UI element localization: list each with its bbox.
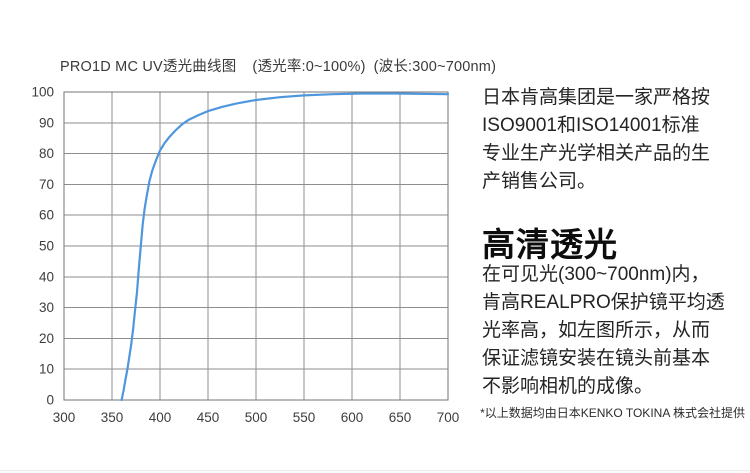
- company-intro-paragraph: 日本肯高集团是一家严格按 ISO9001和ISO14001标准 专业生产光学相关…: [482, 87, 711, 192]
- svg-text:100: 100: [31, 85, 54, 100]
- chart-title-transmittance-range: (透光率:0~100%): [252, 59, 366, 75]
- bottom-section-divider: [0, 470, 750, 473]
- svg-text:650: 650: [389, 410, 412, 425]
- svg-text:300: 300: [53, 410, 76, 425]
- svg-text:50: 50: [39, 239, 54, 254]
- svg-text:0: 0: [46, 393, 54, 408]
- svg-text:600: 600: [341, 410, 364, 425]
- svg-text:700: 700: [437, 410, 460, 425]
- svg-text:500: 500: [245, 410, 268, 425]
- transmittance-description-paragraph: 在可见光(300~700nm)内， 肯高REALPRO保护镜平均透 光率高，如左…: [482, 264, 725, 397]
- transmittance-line-chart: 0 10 20 30 40 50 60 70 80 90 100 300 350 400 450 500 550…: [31, 85, 460, 426]
- svg-text:10: 10: [39, 362, 54, 377]
- svg-text:40: 40: [39, 269, 54, 284]
- chart-title-main: PRO1D MC UV透光曲线图: [60, 59, 237, 75]
- chart-title-wavelength-range: (波长:300~700nm): [373, 59, 497, 75]
- svg-text:550: 550: [293, 410, 316, 425]
- svg-text:80: 80: [39, 146, 54, 161]
- svg-text:350: 350: [101, 410, 124, 425]
- svg-text:30: 30: [39, 300, 54, 315]
- chart-title: PRO1D MC UV透光曲线图 (透光率:0~100%) (波长:300~700n…: [60, 55, 496, 76]
- svg-text:60: 60: [39, 208, 54, 223]
- svg-text:20: 20: [39, 331, 54, 346]
- transmittance-chart-section: PRO1D MC UV透光曲线图 (透光率:0~100%) (波长:300~700n…: [31, 59, 495, 426]
- hd-transmittance-heading: 高清透光: [482, 226, 618, 263]
- svg-text:70: 70: [39, 177, 54, 192]
- svg-text:450: 450: [197, 410, 220, 425]
- svg-text:90: 90: [39, 115, 54, 130]
- svg-text:400: 400: [149, 410, 172, 425]
- product-description-panel: 日本肯高集团是一家严格按 ISO9001和ISO14001标准 专业生产光学相关…: [480, 0, 750, 473]
- data-source-footnote: *以上数据均由日本KENKO TOKINA 株式会社提供: [480, 406, 745, 420]
